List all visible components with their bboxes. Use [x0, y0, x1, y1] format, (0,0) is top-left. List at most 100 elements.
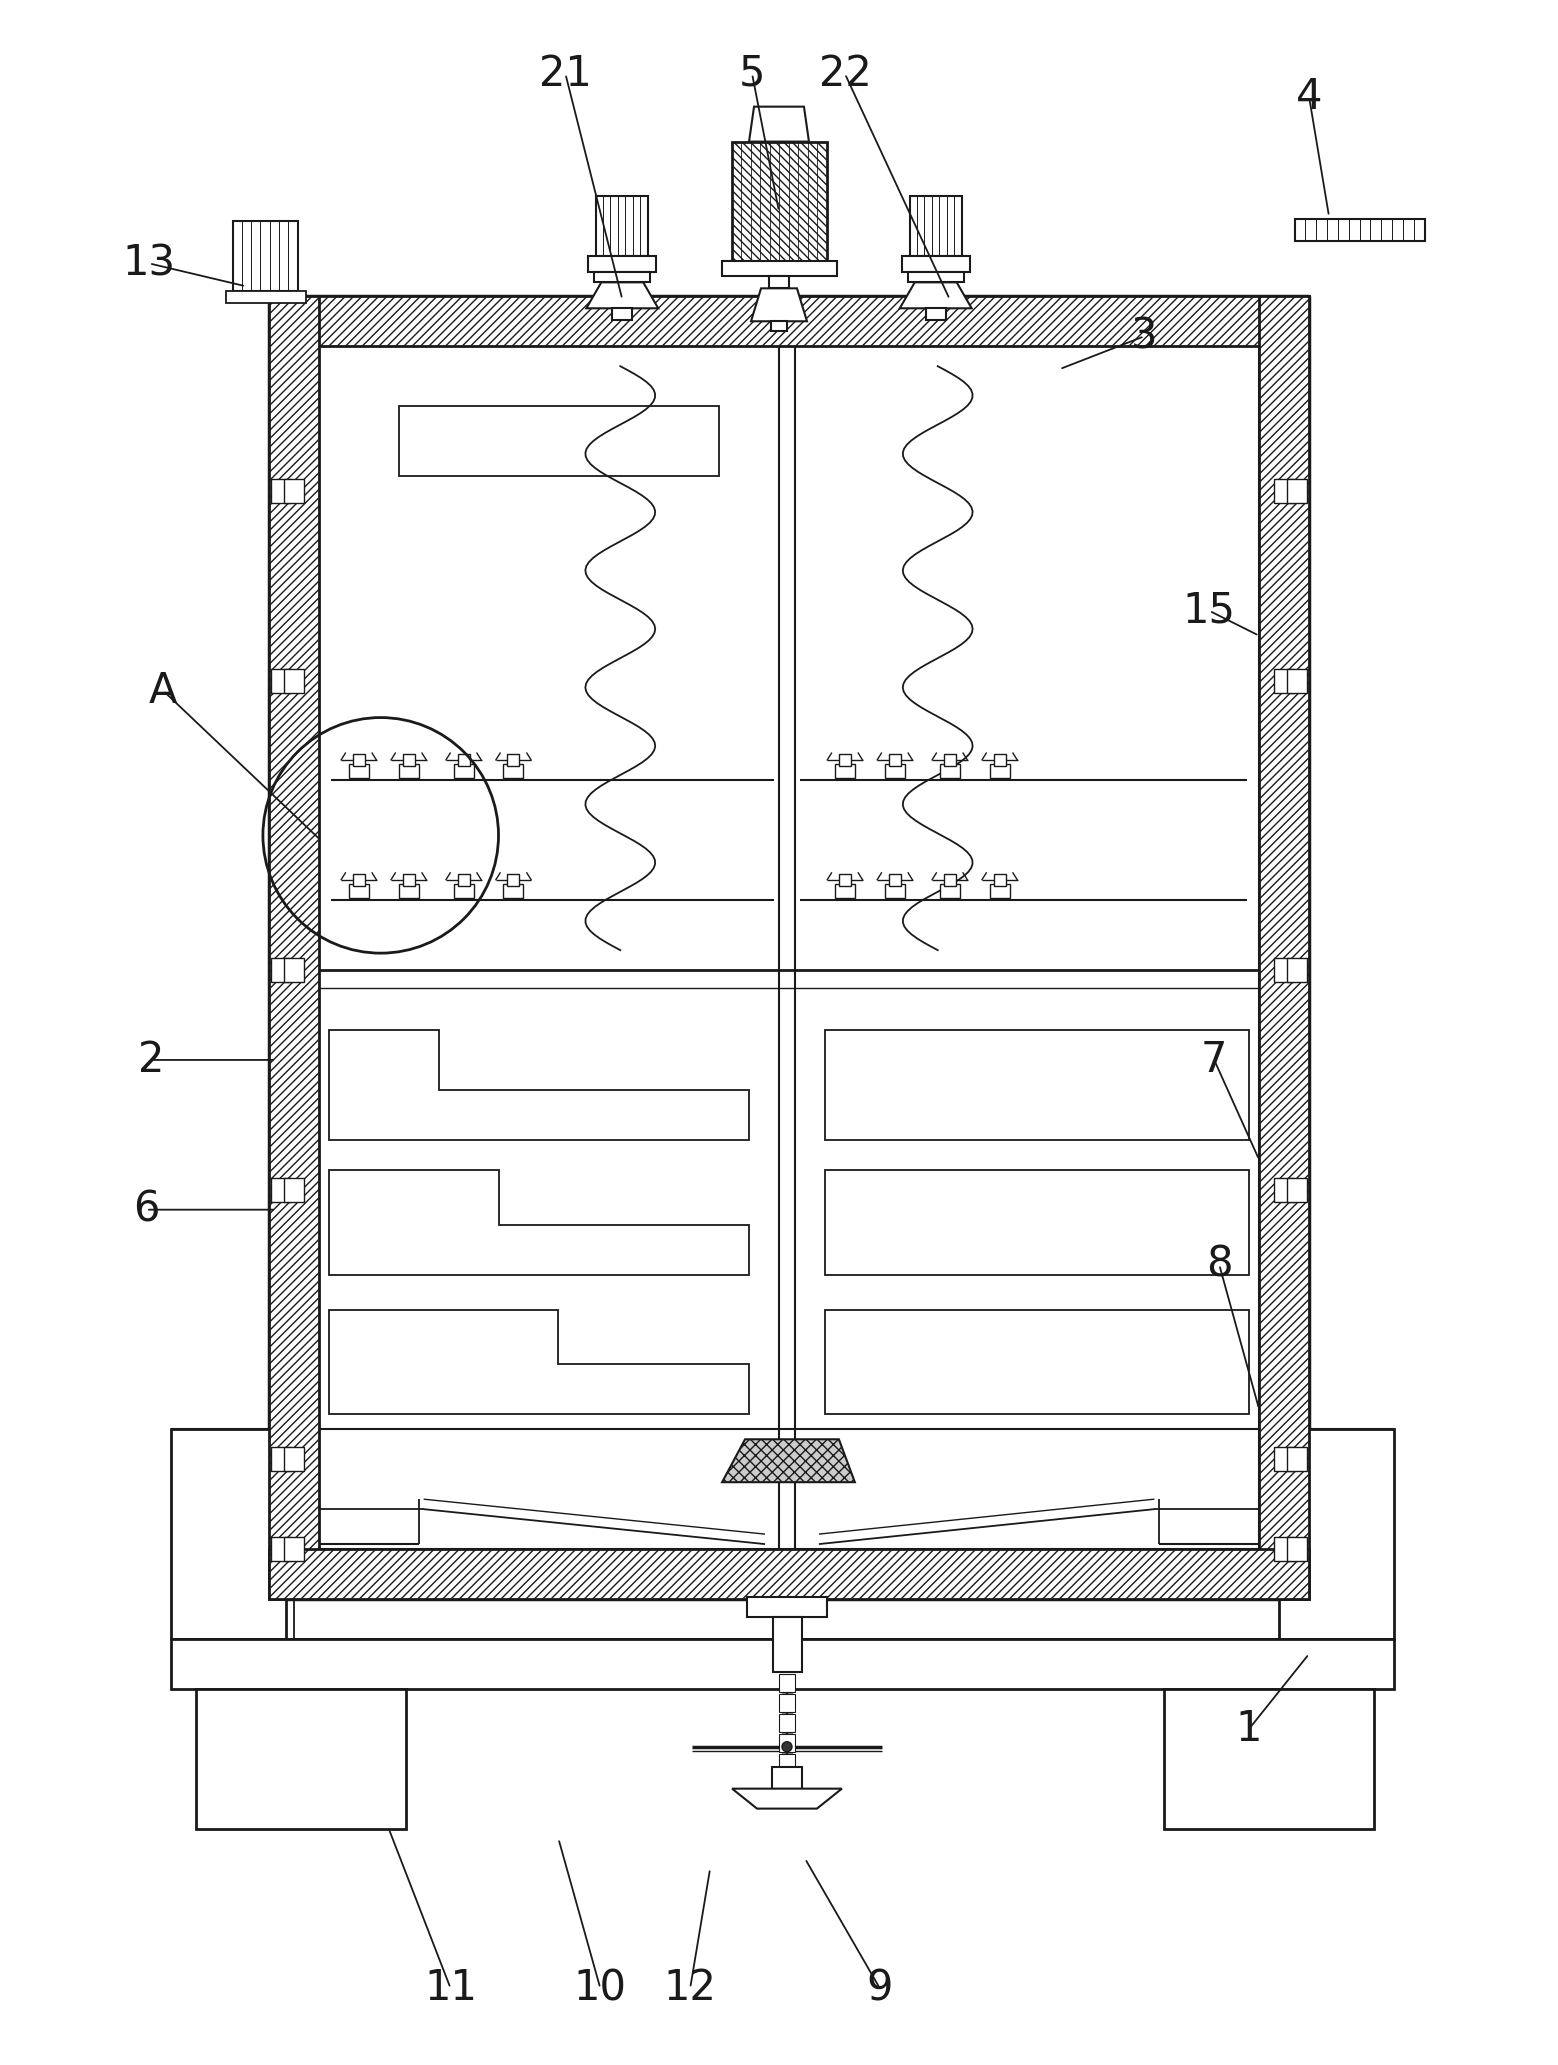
- Bar: [732, 142, 827, 262]
- Bar: [1274, 1448, 1295, 1470]
- Text: A: A: [150, 669, 178, 712]
- Bar: [1164, 1689, 1374, 1830]
- Bar: [349, 764, 369, 779]
- Polygon shape: [751, 289, 807, 322]
- Bar: [779, 1675, 795, 1691]
- Bar: [939, 764, 960, 779]
- Bar: [779, 1714, 795, 1733]
- Bar: [508, 873, 519, 886]
- Bar: [1287, 1536, 1307, 1561]
- Bar: [885, 884, 905, 898]
- Bar: [284, 479, 304, 504]
- Text: 8: 8: [1206, 1243, 1232, 1286]
- Bar: [284, 1448, 304, 1470]
- Bar: [284, 958, 304, 983]
- Text: 1: 1: [1235, 1708, 1262, 1749]
- Bar: [902, 256, 969, 273]
- Bar: [925, 308, 946, 320]
- Bar: [399, 764, 419, 779]
- Text: 4: 4: [1296, 76, 1323, 118]
- Bar: [908, 273, 964, 283]
- Text: 12: 12: [664, 1968, 717, 2009]
- Bar: [1279, 1429, 1394, 1640]
- Bar: [779, 1693, 795, 1712]
- Text: 10: 10: [573, 1968, 626, 2009]
- Bar: [284, 1177, 304, 1202]
- Bar: [1259, 295, 1309, 1598]
- Bar: [1287, 958, 1307, 983]
- Bar: [888, 873, 901, 886]
- Bar: [1274, 1177, 1295, 1202]
- Bar: [597, 196, 648, 256]
- Bar: [270, 295, 1309, 347]
- Bar: [721, 262, 837, 277]
- Bar: [910, 196, 961, 256]
- Bar: [271, 1177, 291, 1202]
- Bar: [594, 273, 650, 283]
- Bar: [746, 1596, 827, 1617]
- Circle shape: [782, 1741, 791, 1751]
- Bar: [1287, 479, 1307, 504]
- Bar: [171, 1640, 1394, 1689]
- Bar: [779, 1753, 795, 1772]
- Bar: [939, 884, 960, 898]
- Bar: [271, 669, 291, 692]
- Bar: [503, 764, 523, 779]
- Bar: [589, 256, 656, 273]
- Bar: [226, 291, 305, 304]
- Bar: [888, 754, 901, 766]
- Bar: [838, 873, 851, 886]
- Bar: [771, 322, 787, 330]
- Bar: [402, 873, 414, 886]
- Bar: [270, 1549, 1309, 1598]
- Bar: [773, 1768, 802, 1788]
- Bar: [171, 1429, 285, 1640]
- Bar: [1274, 669, 1295, 692]
- Polygon shape: [749, 107, 809, 142]
- Bar: [458, 754, 469, 766]
- Bar: [835, 764, 855, 779]
- Text: 22: 22: [818, 54, 871, 95]
- Text: 11: 11: [424, 1968, 477, 2009]
- Text: 6: 6: [132, 1189, 159, 1231]
- Bar: [352, 873, 365, 886]
- Bar: [1295, 219, 1426, 242]
- Bar: [284, 1536, 304, 1561]
- Bar: [770, 277, 788, 289]
- Bar: [319, 347, 1259, 1549]
- Bar: [1274, 1536, 1295, 1561]
- Text: 3: 3: [1131, 316, 1158, 357]
- Bar: [453, 884, 474, 898]
- Bar: [270, 295, 319, 1598]
- Polygon shape: [586, 283, 657, 308]
- Polygon shape: [721, 1439, 855, 1483]
- Bar: [284, 669, 304, 692]
- Text: 2: 2: [139, 1039, 164, 1080]
- Bar: [1287, 669, 1307, 692]
- Bar: [271, 958, 291, 983]
- Bar: [402, 754, 414, 766]
- Bar: [779, 1735, 795, 1751]
- Bar: [508, 754, 519, 766]
- Bar: [944, 754, 955, 766]
- Bar: [838, 754, 851, 766]
- Bar: [885, 764, 905, 779]
- Text: 9: 9: [866, 1968, 893, 2009]
- Bar: [458, 873, 469, 886]
- Text: 5: 5: [738, 54, 765, 95]
- Bar: [1287, 1177, 1307, 1202]
- Bar: [612, 308, 633, 320]
- Bar: [835, 884, 855, 898]
- Text: 15: 15: [1183, 591, 1235, 632]
- Bar: [994, 754, 1005, 766]
- Bar: [271, 479, 291, 504]
- Polygon shape: [901, 283, 972, 308]
- Bar: [1274, 958, 1295, 983]
- Bar: [1287, 1448, 1307, 1470]
- Bar: [352, 754, 365, 766]
- Bar: [994, 873, 1005, 886]
- Bar: [989, 764, 1010, 779]
- Bar: [989, 884, 1010, 898]
- Bar: [453, 764, 474, 779]
- Bar: [1274, 479, 1295, 504]
